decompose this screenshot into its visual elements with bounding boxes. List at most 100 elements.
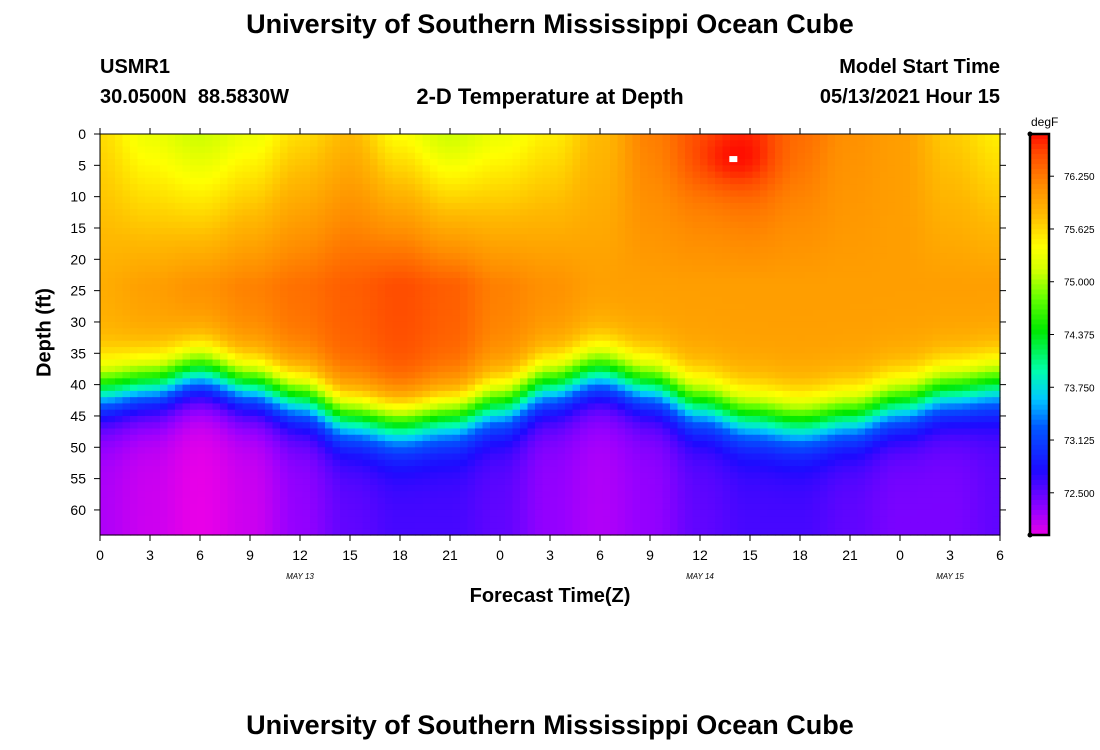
heatmap-cell — [167, 221, 176, 229]
heatmap-cell — [925, 171, 934, 179]
heatmap-cell — [452, 140, 461, 148]
heatmap-cell — [835, 240, 844, 248]
heatmap-cell — [325, 202, 334, 210]
heatmap-cell — [775, 259, 784, 267]
heatmap-cell — [385, 134, 394, 141]
heatmap-cell — [385, 259, 394, 267]
heatmap-cell — [242, 240, 251, 248]
heatmap-cell — [865, 290, 874, 298]
heatmap-cell — [707, 378, 716, 386]
heatmap-cell — [212, 146, 221, 154]
heatmap-cell — [842, 240, 851, 248]
heatmap-cell — [760, 253, 769, 260]
heatmap-cell — [715, 259, 724, 267]
heatmap-cell — [677, 246, 686, 254]
heatmap-cell — [925, 303, 934, 311]
heatmap-cell — [152, 253, 161, 260]
heatmap-cell — [377, 209, 386, 217]
heatmap-cell — [692, 146, 701, 154]
heatmap-cell — [107, 290, 116, 298]
heatmap-cell — [827, 215, 836, 223]
heatmap-cell — [167, 227, 176, 235]
heatmap-cell — [977, 234, 986, 242]
heatmap-cell — [917, 353, 926, 361]
heatmap-cell — [962, 259, 971, 267]
heatmap-cell — [775, 347, 784, 354]
heatmap-cell — [820, 134, 829, 141]
heatmap-cell — [550, 146, 559, 154]
heatmap-cell — [610, 284, 619, 292]
heatmap-cell — [302, 347, 311, 354]
heatmap-cell — [812, 184, 821, 191]
heatmap-cell — [730, 296, 739, 304]
heatmap-cell — [655, 221, 664, 229]
heatmap-cell — [617, 384, 626, 392]
heatmap-cell — [595, 384, 604, 392]
heatmap-cell — [692, 359, 701, 367]
heatmap-cell — [617, 134, 626, 141]
heatmap-cell — [227, 284, 236, 292]
heatmap-cell — [775, 152, 784, 160]
heatmap-cell — [805, 334, 814, 342]
heatmap-cell — [857, 221, 866, 229]
heatmap-cell — [287, 165, 296, 173]
heatmap-cell — [842, 152, 851, 160]
heatmap-cell — [175, 390, 184, 398]
heatmap-cell — [850, 196, 859, 204]
heatmap-cell — [835, 234, 844, 242]
heatmap-cell — [617, 259, 626, 267]
heatmap-cell — [430, 134, 439, 141]
heatmap-cell — [100, 240, 109, 248]
heatmap-cell — [227, 234, 236, 242]
heatmap-cell — [445, 190, 454, 198]
heatmap-cell — [107, 227, 116, 235]
heatmap-cell — [670, 190, 679, 198]
heatmap-cell — [932, 240, 941, 248]
heatmap-cell — [662, 284, 671, 292]
heatmap-cell — [130, 221, 139, 229]
heatmap-cell — [482, 221, 491, 229]
heatmap-cell — [835, 296, 844, 304]
heatmap-cell — [250, 296, 259, 304]
heatmap-cell — [842, 140, 851, 148]
heatmap-cell — [445, 359, 454, 367]
heatmap-cell — [745, 278, 754, 285]
heatmap-cell — [520, 215, 529, 223]
x-axis-label: Forecast Time(Z) — [469, 585, 631, 607]
heatmap-cell — [160, 334, 169, 342]
heatmap-cell — [407, 278, 416, 285]
heatmap-cell — [272, 384, 281, 392]
heatmap-cell — [475, 278, 484, 285]
heatmap-cell — [820, 146, 829, 154]
heatmap-cell — [595, 284, 604, 292]
heatmap-cell — [235, 152, 244, 160]
heatmap-cell — [497, 321, 506, 329]
heatmap-cell — [835, 221, 844, 229]
heatmap-cell — [617, 315, 626, 323]
heatmap-cell — [827, 372, 836, 379]
heatmap-cell — [152, 202, 161, 210]
heatmap-cell — [272, 315, 281, 323]
heatmap-cell — [617, 278, 626, 285]
heatmap-cell — [280, 221, 289, 229]
heatmap-cell — [520, 177, 529, 185]
heatmap-cell — [827, 315, 836, 323]
heatmap-cell — [535, 334, 544, 342]
heatmap-cell — [587, 359, 596, 367]
heatmap-cell — [445, 246, 454, 254]
heatmap-cell — [707, 278, 716, 285]
heatmap-cell — [407, 309, 416, 317]
heatmap-cell — [422, 309, 431, 317]
heatmap-cell — [467, 359, 476, 367]
heatmap-cell — [910, 315, 919, 323]
heatmap-cell — [865, 278, 874, 285]
heatmap-cell — [280, 378, 289, 386]
heatmap-cell — [865, 209, 874, 217]
heatmap-cell — [250, 221, 259, 229]
heatmap-cell — [370, 296, 379, 304]
heatmap-cell — [962, 202, 971, 210]
heatmap-cell — [415, 278, 424, 285]
heatmap-cell — [497, 340, 506, 348]
heatmap-cell — [400, 171, 409, 179]
heatmap-cell — [797, 353, 806, 361]
